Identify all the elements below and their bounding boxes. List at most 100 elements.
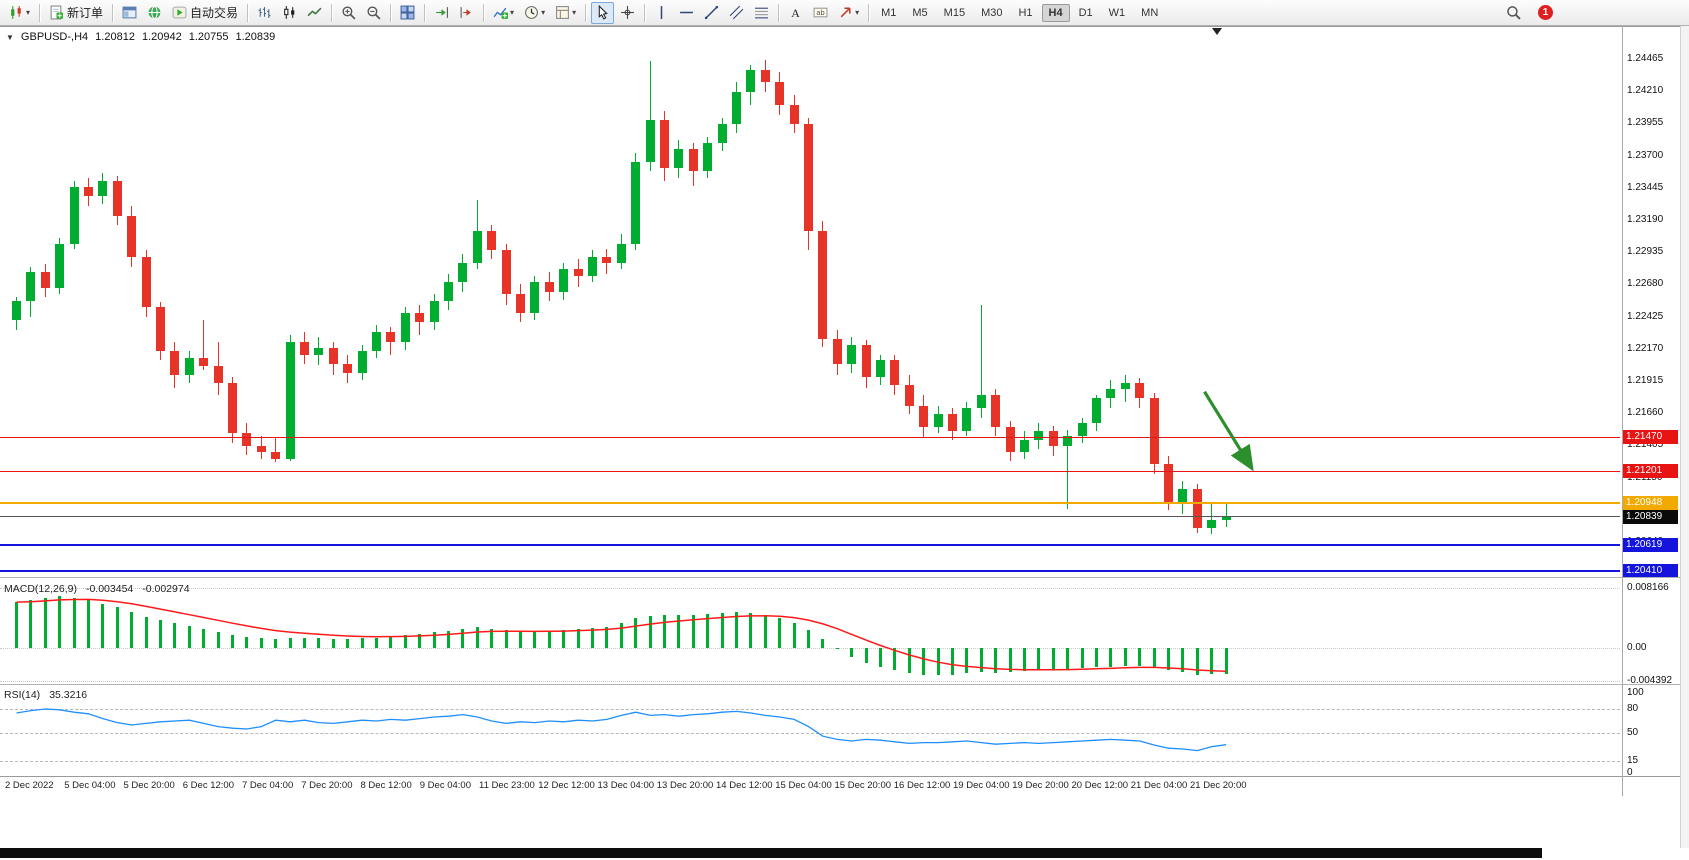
indicators-button[interactable]: ▾	[489, 2, 518, 24]
candle-body	[1020, 439, 1029, 453]
candle-body	[976, 395, 986, 409]
candle-body	[631, 161, 641, 244]
time-axis-label: 14 Dec 12:00	[716, 780, 773, 791]
macd-scale-label: 0.008166	[1627, 581, 1669, 593]
candle-body	[847, 344, 857, 364]
candle-body	[127, 216, 137, 257]
rsi-scale-label: 100	[1627, 687, 1644, 698]
time-axis-label: 15 Dec 04:00	[775, 780, 832, 791]
layout-windows-button[interactable]	[118, 2, 141, 24]
vertical-scrollbar[interactable]	[1680, 26, 1689, 848]
auto-scroll-button[interactable]	[430, 2, 453, 24]
timeframe-m15-button[interactable]: M15	[943, 6, 966, 19]
macd-scale-label: 0.00	[1627, 642, 1647, 653]
candle-body	[69, 187, 79, 244]
macd-bar	[360, 638, 364, 648]
candle-wick	[649, 60, 651, 171]
macd-bar	[1210, 648, 1214, 674]
candle-body	[1207, 520, 1217, 529]
timeframe-mn-button[interactable]: MN	[1141, 6, 1159, 19]
timeframe-w1-button[interactable]: W1	[1108, 6, 1126, 19]
mql5-community-button[interactable]	[143, 2, 166, 24]
timeframe-h4-button[interactable]: H4	[1041, 3, 1070, 22]
fibonacci-button[interactable]	[750, 2, 773, 24]
time-axis-label: 7 Dec 04:00	[242, 780, 294, 791]
notification-badge[interactable]: 1	[1538, 5, 1553, 20]
dropdown-caret-icon: ▾	[510, 8, 515, 17]
toolbar-separator	[778, 3, 780, 22]
macd-bar	[619, 622, 623, 648]
periods-button[interactable]: ▾	[520, 2, 549, 24]
rsi-header: RSI(14) 35.3216	[4, 689, 87, 701]
zoom-out-button[interactable]	[362, 2, 385, 24]
timeframe-m30-button[interactable]: M30	[981, 6, 1003, 19]
macd-bar	[216, 631, 220, 648]
text-label-button[interactable]: ab	[809, 2, 832, 24]
macd-bar	[87, 599, 90, 648]
toolbar-separator	[331, 3, 333, 22]
trendline-button[interactable]	[700, 2, 723, 24]
line-chart-button[interactable]	[303, 2, 326, 24]
candle-body	[213, 366, 223, 383]
chart-shift-marker[interactable]	[1212, 28, 1222, 35]
ohlc-open: 1.20812	[95, 31, 135, 43]
resistance-line-2[interactable]	[0, 470, 1620, 472]
macd-bar	[519, 631, 522, 648]
chart-ohlc-header: ▼ GBPUSD-,H4 1.20812 1.20942 1.20755 1.2…	[6, 31, 275, 43]
timeframe-d1-button[interactable]: D1	[1078, 6, 1093, 19]
price-tick-label: 1.23190	[1627, 213, 1664, 225]
candle-body	[760, 69, 770, 83]
horizontal-line-button[interactable]	[675, 2, 698, 24]
macd-bar	[749, 613, 753, 648]
timeframe-m1-button[interactable]: M1	[881, 6, 897, 19]
candle-wick	[203, 319, 205, 371]
one-click-expander-icon[interactable]: ▼	[6, 32, 14, 42]
candle-body	[242, 433, 252, 446]
candle-body	[487, 231, 497, 251]
crosshair-button[interactable]	[616, 2, 639, 24]
auto-trading-button[interactable]: 自动交易	[168, 2, 242, 24]
timeframe-h1-button[interactable]: H1	[1018, 6, 1033, 19]
macd-bar	[821, 639, 825, 648]
text-button[interactable]: A	[784, 2, 807, 24]
price-tick-label: 1.21660	[1627, 407, 1664, 419]
panel-divider-macd	[0, 577, 1680, 579]
candle-body	[645, 120, 655, 162]
bid-price-line[interactable]	[0, 516, 1620, 518]
candle-body	[688, 149, 698, 171]
new-chart-button[interactable]: ▾	[5, 2, 34, 24]
support-line-2-badge: 1.20410	[1622, 563, 1678, 578]
resistance-line-1[interactable]	[0, 436, 1620, 438]
templates-button[interactable]: ▾	[551, 2, 580, 24]
tile-windows-button[interactable]	[396, 2, 419, 24]
chart-shift-button[interactable]	[455, 2, 478, 24]
support-line-2[interactable]	[0, 569, 1620, 572]
macd-bar	[677, 615, 681, 648]
bar-chart-button[interactable]	[253, 2, 276, 24]
vertical-line-button[interactable]	[650, 2, 673, 24]
new-order-button[interactable]: 新订单	[45, 2, 107, 24]
macd-bar	[331, 639, 335, 648]
zoom-in-button[interactable]	[337, 2, 360, 24]
candle-body	[948, 414, 957, 431]
toolbar-separator	[39, 3, 41, 22]
search-icon	[1506, 5, 1521, 20]
macd-bar	[1138, 648, 1142, 666]
search-button[interactable]	[1502, 2, 1525, 24]
zoom-in-icon	[341, 5, 356, 20]
arrow-shape-icon	[838, 5, 853, 20]
template-icon	[555, 5, 570, 20]
timeframe-m5-button[interactable]: M5	[912, 6, 928, 19]
candle-chart-button[interactable]	[278, 2, 301, 24]
equidistant-channel-button[interactable]	[725, 2, 748, 24]
candle-body	[141, 256, 151, 308]
macd-bar	[303, 637, 306, 648]
candle-body	[904, 385, 914, 406]
cursor-button[interactable]	[591, 1, 615, 24]
pivot-line[interactable]	[0, 502, 1620, 505]
trendline-icon	[704, 5, 719, 20]
arrows-button[interactable]: ▾	[834, 2, 863, 24]
support-line-1[interactable]	[0, 543, 1620, 546]
macd-bar	[159, 619, 162, 648]
